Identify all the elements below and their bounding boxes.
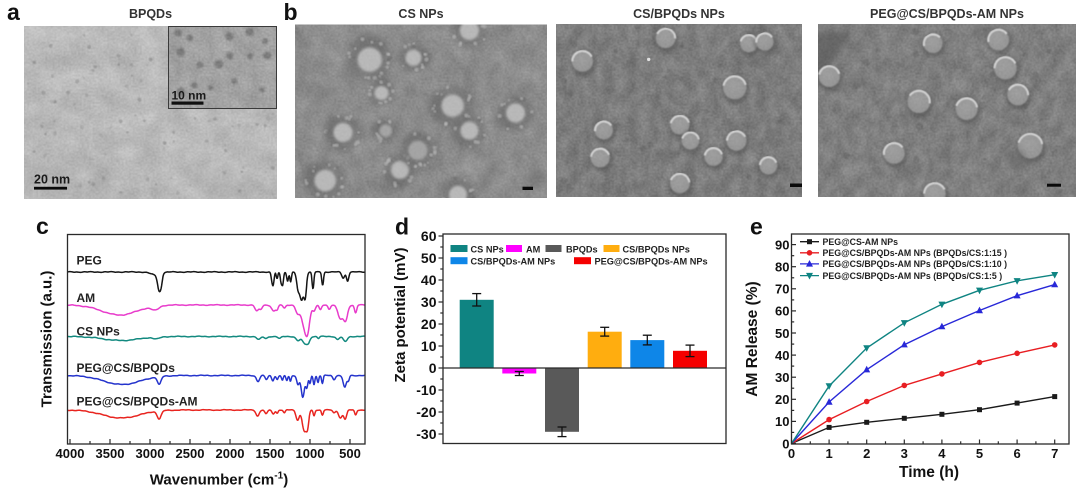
svg-text:20 nm: 20 nm <box>34 173 70 187</box>
svg-text:PEG@CS/BPQDs-AM NPs (BPQDs/CS:: PEG@CS/BPQDs-AM NPs (BPQDs/CS:1:10 ) <box>823 259 1008 269</box>
svg-text:BPQDs: BPQDs <box>129 7 172 21</box>
svg-text:4000: 4000 <box>56 446 85 461</box>
svg-text:10: 10 <box>421 338 437 354</box>
svg-text:PEG@CS/BPQDs-AM NPs (BPQDs/CS:: PEG@CS/BPQDs-AM NPs (BPQDs/CS:1:15 ) <box>823 248 1008 258</box>
svg-text:20: 20 <box>775 392 789 407</box>
svg-text:a: a <box>7 0 20 25</box>
svg-text:4: 4 <box>938 446 946 461</box>
svg-text:AM Release (%): AM Release (%) <box>744 281 761 396</box>
svg-text:7: 7 <box>1051 446 1058 461</box>
svg-text:500: 500 <box>339 446 361 461</box>
svg-text:10 nm: 10 nm <box>172 89 207 103</box>
svg-text:3500: 3500 <box>96 446 125 461</box>
svg-text:c: c <box>36 213 49 239</box>
svg-text:CS NPs: CS NPs <box>398 7 443 21</box>
svg-text:70: 70 <box>775 282 789 297</box>
svg-text:-30: -30 <box>416 426 436 442</box>
svg-text:30: 30 <box>775 370 789 385</box>
svg-text:50: 50 <box>421 250 437 266</box>
svg-text:-10: -10 <box>416 382 436 398</box>
svg-text:50: 50 <box>775 326 789 341</box>
svg-text:60: 60 <box>421 228 437 244</box>
svg-text:2000: 2000 <box>216 446 245 461</box>
svg-text:1500: 1500 <box>256 446 285 461</box>
svg-text:CS/BPQDs NPs: CS/BPQDs NPs <box>633 7 725 21</box>
svg-text:PEG: PEG <box>77 254 102 268</box>
svg-text:CS/BPQDs NPs: CS/BPQDs NPs <box>623 245 690 255</box>
svg-text:PEG@CS/BPQDs-AM NPs: PEG@CS/BPQDs-AM NPs <box>595 257 708 267</box>
svg-text:CS/BPQDs-AM NPs: CS/BPQDs-AM NPs <box>471 257 556 267</box>
svg-text:BPQDs: BPQDs <box>566 245 598 255</box>
svg-text:0: 0 <box>782 436 789 451</box>
svg-text:AM: AM <box>77 291 96 305</box>
svg-text:Transmission (a.u.): Transmission (a.u.) <box>39 271 56 408</box>
svg-text:PEG@CS/BPQDs-AM: PEG@CS/BPQDs-AM <box>77 395 198 409</box>
svg-text:PEG@CS-AM NPs: PEG@CS-AM NPs <box>823 237 899 247</box>
svg-text:30: 30 <box>421 294 437 310</box>
svg-text:1: 1 <box>825 446 832 461</box>
svg-text:0: 0 <box>429 360 437 376</box>
svg-text:6: 6 <box>1013 446 1020 461</box>
svg-text:20: 20 <box>421 316 437 332</box>
svg-text:Time (h): Time (h) <box>899 464 959 481</box>
svg-text:5: 5 <box>976 446 983 461</box>
svg-text:2500: 2500 <box>176 446 205 461</box>
svg-text:PEG@CS/BPQDs: PEG@CS/BPQDs <box>77 361 176 375</box>
svg-text:Wavenumber (cm-1): Wavenumber (cm-1) <box>150 471 288 489</box>
svg-text:b: b <box>284 0 298 25</box>
svg-text:CS NPs: CS NPs <box>77 325 121 339</box>
svg-text:PEG@CS/BPQDs-AM NPs (BPQDs/CS:: PEG@CS/BPQDs-AM NPs (BPQDs/CS:1:5 ) <box>823 271 1003 281</box>
svg-text:3: 3 <box>901 446 908 461</box>
svg-text:CS NPs: CS NPs <box>471 245 504 255</box>
svg-text:60: 60 <box>775 304 789 319</box>
svg-text:40: 40 <box>421 272 437 288</box>
svg-text:40: 40 <box>775 348 789 363</box>
svg-text:2: 2 <box>863 446 870 461</box>
svg-text:80: 80 <box>775 260 789 275</box>
svg-text:Zeta potential (mV): Zeta potential (mV) <box>392 247 409 382</box>
svg-text:3000: 3000 <box>136 446 165 461</box>
svg-text:-20: -20 <box>416 404 436 420</box>
svg-text:d: d <box>395 214 409 240</box>
svg-text:1000: 1000 <box>296 446 325 461</box>
svg-text:AM: AM <box>526 245 541 255</box>
svg-text:10: 10 <box>775 414 789 429</box>
svg-text:0: 0 <box>788 446 795 461</box>
svg-text:90: 90 <box>775 237 789 252</box>
svg-text:PEG@CS/BPQDs-AM NPs: PEG@CS/BPQDs-AM NPs <box>870 7 1024 21</box>
svg-text:e: e <box>750 214 763 240</box>
